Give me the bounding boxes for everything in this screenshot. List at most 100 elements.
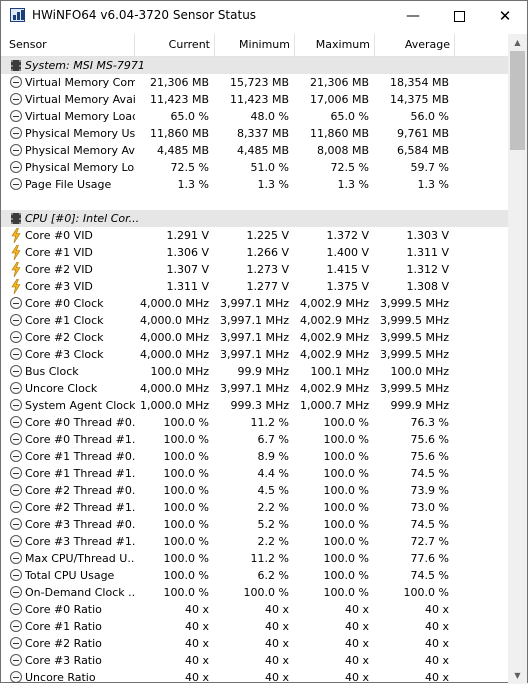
voltage-icon: [11, 261, 21, 278]
gauge-icon: [10, 467, 22, 479]
maximum-value: 100.0 %: [323, 416, 369, 429]
gauge-icon: [10, 382, 22, 394]
scroll-down-arrow-icon[interactable]: ▼: [514, 671, 521, 680]
sensor-group-row[interactable]: System: MSI MS-7971: [1, 57, 508, 74]
column-header-sensor[interactable]: Sensor: [1, 34, 135, 56]
gauge-icon: [10, 297, 22, 309]
gauge-icon: [10, 603, 22, 615]
table-row[interactable]: Physical Memory Used 11,860 MB 8,337 MB 11,…: [1, 125, 508, 142]
sensor-name: Core #3 VID: [25, 280, 93, 293]
scrollbar-thumb[interactable]: [510, 51, 525, 150]
minimum-value: 2.2 %: [257, 535, 289, 548]
average-value: 75.6 %: [410, 433, 449, 446]
table-row[interactable]: Core #1 Clock 4,000.0 MHz 3,997.1 MHz 4,002…: [1, 312, 508, 329]
average-value: 74.5 %: [410, 569, 449, 582]
current-value: 72.5 %: [170, 161, 209, 174]
table-row[interactable]: Core #1 Thread #1... 100.0 % 4.4 % 100.0 % 7…: [1, 465, 508, 482]
minimum-value: 6.2 %: [257, 569, 289, 582]
table-row[interactable]: Core #3 Thread #0... 100.0 % 5.2 % 100.0 % 7…: [1, 516, 508, 533]
table-row[interactable]: Core #1 Ratio 40 x 40 x 40 x 40 x: [1, 618, 508, 635]
average-value: 100.0 %: [403, 586, 449, 599]
current-value: 1.307 V: [166, 263, 209, 276]
column-header-current[interactable]: Current: [135, 34, 215, 56]
scroll-up-arrow-icon[interactable]: ▲: [514, 38, 521, 47]
gauge-icon: [10, 314, 22, 326]
table-row[interactable]: Virtual Memory Load 65.0 % 48.0 % 65.0 % 56.…: [1, 108, 508, 125]
table-row[interactable]: Core #3 Thread #1... 100.0 % 2.2 % 100.0 % 7…: [1, 533, 508, 550]
maximum-value: 40 x: [344, 620, 369, 633]
table-row[interactable]: Uncore Ratio 40 x 40 x 40 x 40 x: [1, 669, 508, 684]
gauge-icon: [10, 569, 22, 581]
minimum-value: 3,997.1 MHz: [219, 382, 289, 395]
group-name: CPU [#0]: Intel Cor...: [25, 212, 140, 225]
table-row[interactable]: System Agent Clock 1,000.0 MHz 999.3 MHz 1,…: [1, 397, 508, 414]
sensor-name: Core #0 Thread #0...: [25, 416, 135, 429]
vertical-scrollbar[interactable]: ▲ ▼: [508, 34, 527, 684]
minimum-value: 8,337 MB: [236, 127, 289, 140]
table-header: Sensor Current Minimum Maximum Average: [1, 34, 508, 57]
maximum-value: 100.0 %: [323, 552, 369, 565]
current-value: 40 x: [184, 637, 209, 650]
table-row[interactable]: Core #1 Thread #0... 100.0 % 8.9 % 100.0 % 7…: [1, 448, 508, 465]
spacer-row: [1, 193, 508, 210]
table-row[interactable]: Core #3 Ratio 40 x 40 x 40 x 40 x: [1, 652, 508, 669]
table-row[interactable]: On-Demand Clock ... 100.0 % 100.0 % 100.0 %…: [1, 584, 508, 601]
sensor-name: Virtual Memory Com...: [25, 76, 135, 89]
maximum-value: 100.0 %: [323, 484, 369, 497]
table-row[interactable]: Core #3 Clock 4,000.0 MHz 3,997.1 MHz 4,002…: [1, 346, 508, 363]
gauge-icon: [10, 178, 22, 190]
table-row[interactable]: Virtual Memory Avai... 11,423 MB 11,423 MB…: [1, 91, 508, 108]
table-row[interactable]: Core #2 Clock 4,000.0 MHz 3,997.1 MHz 4,002…: [1, 329, 508, 346]
minimum-value: 2.2 %: [257, 501, 289, 514]
table-row[interactable]: Core #1 VID 1.306 V 1.266 V 1.400 V 1.311 V: [1, 244, 508, 261]
table-row[interactable]: Physical Memory Av... 4,485 MB 4,485 MB 8,0…: [1, 142, 508, 159]
current-value: 21,306 MB: [149, 76, 209, 89]
column-header-maximum[interactable]: Maximum: [295, 34, 375, 56]
average-value: 40 x: [424, 637, 449, 650]
gauge-icon: [10, 433, 22, 445]
minimum-value: 1.273 V: [246, 263, 289, 276]
table-row[interactable]: Virtual Memory Com... 21,306 MB 15,723 MB 2…: [1, 74, 508, 91]
minimize-button[interactable]: —: [390, 1, 436, 31]
current-value: 100.0 %: [163, 518, 209, 531]
table-row[interactable]: Core #2 Thread #0... 100.0 % 4.5 % 100.0 % 7…: [1, 482, 508, 499]
average-value: 3,999.5 MHz: [379, 331, 449, 344]
table-row[interactable]: Bus Clock 100.0 MHz 99.9 MHz 100.1 MHz 100.0…: [1, 363, 508, 380]
sensor-name: Core #1 Clock: [25, 314, 104, 327]
title-bar[interactable]: HWiNFO64 v6.04-3720 Sensor Status — ✕: [1, 1, 527, 31]
sensor-group-row[interactable]: CPU [#0]: Intel Cor...: [1, 210, 508, 227]
maximize-button[interactable]: [436, 1, 482, 31]
table-row[interactable]: Core #0 Clock 4,000.0 MHz 3,997.1 MHz 4,002…: [1, 295, 508, 312]
gauge-icon: [10, 110, 22, 122]
current-value: 100.0 MHz: [150, 365, 209, 378]
current-value: 4,000.0 MHz: [139, 331, 209, 344]
current-value: 1.3 %: [177, 178, 209, 191]
gauge-icon: [10, 637, 22, 649]
close-button[interactable]: ✕: [482, 1, 528, 31]
sensor-name: Bus Clock: [25, 365, 79, 378]
table-row[interactable]: Core #0 Thread #0... 100.0 % 11.2 % 100.0 %…: [1, 414, 508, 431]
sensor-name: Core #2 Thread #1...: [25, 501, 135, 514]
average-value: 3,999.5 MHz: [379, 297, 449, 310]
table-row[interactable]: Core #2 VID 1.307 V 1.273 V 1.415 V 1.312 V: [1, 261, 508, 278]
average-value: 1.308 V: [406, 280, 449, 293]
voltage-icon: [11, 278, 21, 295]
column-header-minimum[interactable]: Minimum: [215, 34, 295, 56]
table-row[interactable]: Core #0 Ratio 40 x 40 x 40 x 40 x: [1, 601, 508, 618]
table-row[interactable]: Page File Usage 1.3 % 1.3 % 1.3 % 1.3 %: [1, 176, 508, 193]
table-row[interactable]: Core #3 VID 1.311 V 1.277 V 1.375 V 1.308 V: [1, 278, 508, 295]
current-value: 4,485 MB: [156, 144, 209, 157]
table-row[interactable]: Core #0 VID 1.291 V 1.225 V 1.372 V 1.303 V: [1, 227, 508, 244]
table-row[interactable]: Uncore Clock 4,000.0 MHz 3,997.1 MHz 4,002.…: [1, 380, 508, 397]
gauge-icon: [10, 620, 22, 632]
table-row[interactable]: Core #0 Thread #1... 100.0 % 6.7 % 100.0 % 7…: [1, 431, 508, 448]
current-value: 1.306 V: [166, 246, 209, 259]
table-row[interactable]: Physical Memory Load 72.5 % 51.0 % 72.5 % 59…: [1, 159, 508, 176]
table-row[interactable]: Core #2 Thread #1... 100.0 % 2.2 % 100.0 % 7…: [1, 499, 508, 516]
table-row[interactable]: Total CPU Usage 100.0 % 6.2 % 100.0 % 74.5 %: [1, 567, 508, 584]
minimum-value: 51.0 %: [250, 161, 289, 174]
minimum-value: 8.9 %: [257, 450, 289, 463]
table-row[interactable]: Max CPU/Thread U... 100.0 % 11.2 % 100.0 % 7…: [1, 550, 508, 567]
table-row[interactable]: Core #2 Ratio 40 x 40 x 40 x 40 x: [1, 635, 508, 652]
column-header-average[interactable]: Average: [375, 34, 455, 56]
